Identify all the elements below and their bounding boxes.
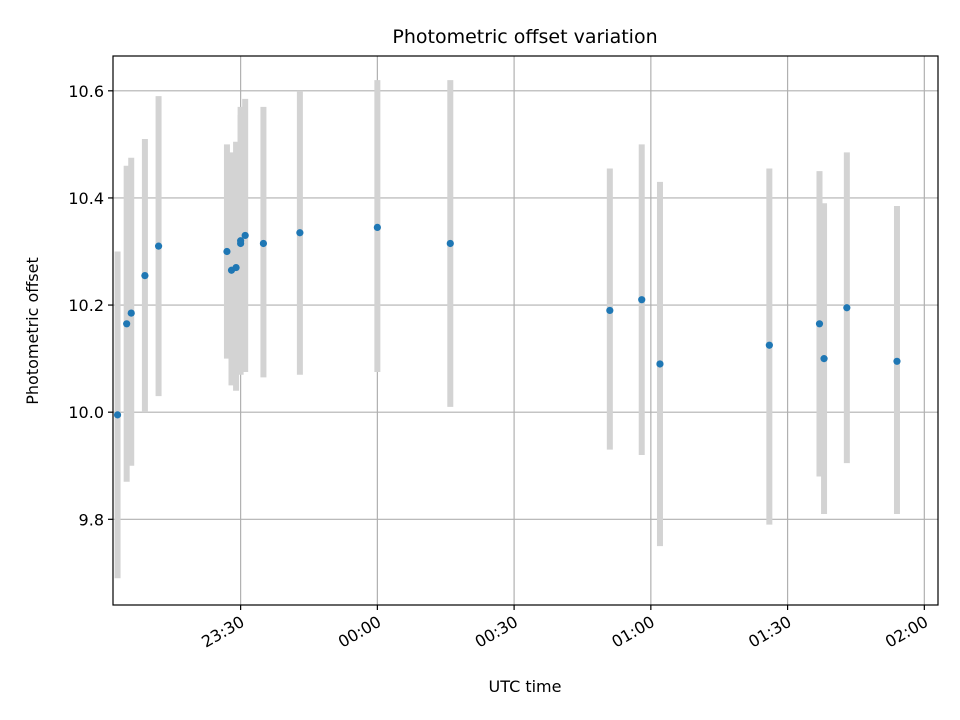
data-point (820, 355, 828, 363)
data-point (237, 239, 245, 248)
data-point (815, 320, 824, 328)
data-point (296, 229, 304, 237)
x-tick-label: 23:30 (198, 612, 247, 652)
data-point (127, 309, 135, 317)
data-point (154, 242, 163, 250)
x-tick-label: 01:30 (745, 612, 794, 652)
x-tick-label: 02:00 (882, 612, 931, 652)
data-point (223, 247, 231, 256)
x-tick-label: 00:30 (472, 612, 521, 652)
y-tick-label: 9.8 (79, 510, 104, 529)
y-tick-label: 10.4 (68, 189, 104, 208)
data-point (893, 357, 901, 365)
data-point (241, 231, 249, 240)
x-axis-label: UTC time (489, 677, 562, 696)
data-point (232, 263, 240, 272)
data-point (656, 360, 664, 368)
data-point (373, 223, 381, 231)
data-point (123, 320, 131, 328)
data-point (446, 239, 454, 248)
point-layer (113, 223, 901, 419)
plot-frame (112, 55, 939, 606)
data-point (141, 272, 149, 280)
y-axis-label: Photometric offset (23, 257, 42, 405)
x-tick-label: 01:00 (608, 612, 657, 652)
data-point (765, 341, 773, 349)
y-tick-label: 10.2 (68, 296, 104, 315)
data-point (606, 306, 614, 315)
chart-title: Photometric offset variation (392, 26, 657, 48)
data-point (113, 411, 122, 419)
data-point (259, 239, 268, 248)
errorbar-layer (114, 80, 900, 579)
data-point (638, 296, 646, 304)
data-point (843, 304, 851, 312)
y-tick-label: 10.6 (68, 82, 104, 101)
y-tick-label: 10.0 (68, 403, 104, 422)
tick-layer: 23:30 00:00 00:30 01:00 01:30 02:00 9.8 10.0 10.… (68, 82, 931, 652)
x-tick-label: 00:00 (335, 612, 384, 652)
